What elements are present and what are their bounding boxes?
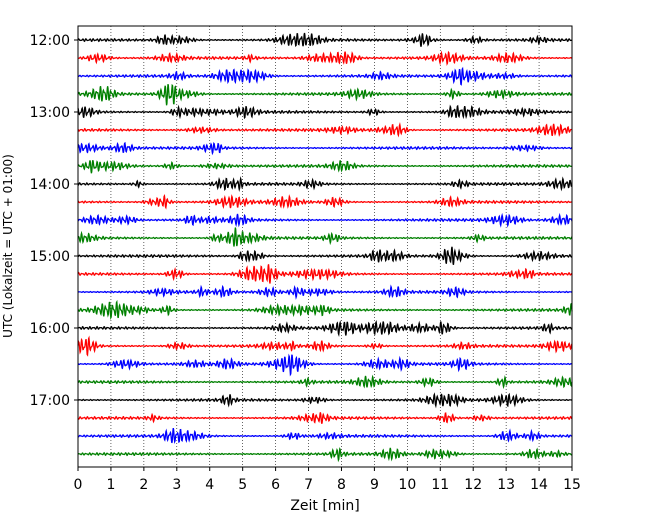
trace-line — [77, 374, 573, 390]
trace-line — [77, 66, 573, 86]
x-tick-label: 14 — [530, 477, 548, 493]
x-tick-label: 8 — [337, 477, 346, 493]
trace-line — [77, 176, 573, 192]
y-tick-label: 17:00 — [30, 393, 70, 409]
x-tick-label: 13 — [497, 477, 515, 493]
trace-line — [77, 284, 573, 300]
x-tick-label: 5 — [238, 477, 247, 493]
x-tick-label: 4 — [205, 477, 214, 493]
y-tick-label: 16:00 — [30, 321, 70, 337]
x-tick-label: 1 — [106, 477, 115, 493]
x-tick-label: 6 — [271, 477, 280, 493]
y-tick-label: 14:00 — [30, 177, 70, 193]
x-tick-label: 15 — [563, 477, 581, 493]
seismogram-traces — [77, 32, 573, 463]
x-tick-label: 11 — [431, 477, 449, 493]
trace-line — [77, 160, 573, 174]
trace-line — [77, 104, 573, 120]
x-axis-ticks: 0 1 2 3 4 5 6 7 8 9 10 11 12 13 14 15 — [74, 467, 581, 493]
trace-line — [77, 227, 573, 247]
trace-line — [77, 412, 573, 424]
trace-line — [77, 246, 573, 265]
plot-frame — [77, 25, 573, 468]
x-tick-label: 10 — [398, 477, 416, 493]
trace-line — [77, 194, 573, 210]
trace-line — [77, 141, 573, 156]
y-axis-ticks: 12:00 13:00 14:00 15:00 16:00 17:00 — [30, 33, 78, 409]
trace-line — [77, 319, 573, 337]
trace-line — [77, 335, 573, 357]
trace-line — [77, 122, 573, 138]
trace-line — [77, 83, 573, 106]
x-axis-label: Zeit [min] — [290, 498, 359, 514]
trace-line — [77, 353, 573, 377]
x-tick-label: 3 — [172, 477, 181, 493]
y-axis-label: UTC (Lokalzeit = UTC + 01:00) — [1, 154, 15, 338]
trace-line — [77, 392, 573, 409]
y-tick-label: 13:00 — [30, 105, 70, 121]
y-tick-label: 12:00 — [30, 33, 70, 49]
x-tick-label: 12 — [464, 477, 482, 493]
trace-line — [77, 299, 573, 320]
trace-line — [77, 427, 573, 445]
x-tick-label: 9 — [370, 477, 379, 493]
trace-line — [77, 32, 573, 48]
x-tick-label: 0 — [74, 477, 83, 493]
y-tick-label: 15:00 — [30, 249, 70, 265]
trace-line — [77, 447, 573, 463]
trace-line — [77, 212, 573, 228]
trace-line — [77, 264, 573, 284]
trace-line — [77, 50, 573, 66]
x-tick-label: 7 — [304, 477, 313, 493]
x-tick-label: 2 — [139, 477, 148, 493]
